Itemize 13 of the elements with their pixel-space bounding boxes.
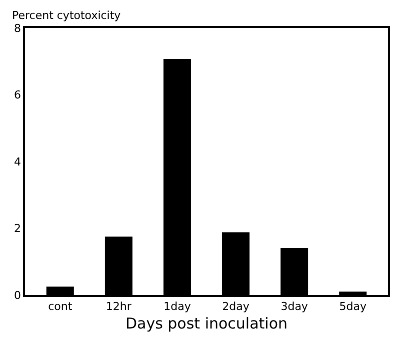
y-tick-label: 4	[14, 155, 22, 168]
x-tick-label: 2day	[222, 300, 250, 313]
x-axis-title: Days post inoculation	[125, 314, 288, 332]
x-tick-label: 3day	[280, 300, 308, 313]
x-tick-label: 1day	[164, 300, 192, 313]
x-tick-label: 12hr	[106, 300, 132, 313]
y-axis-title: Percent cytotoxicity	[12, 9, 122, 22]
y-tick-label: 8	[14, 22, 22, 35]
y-tick-label: 6	[14, 88, 22, 102]
y-tick-label: 2	[14, 222, 22, 236]
y-tick-label: 0	[14, 288, 22, 302]
x-tick-label: cont	[48, 300, 73, 313]
x-tick-label: 5day	[339, 300, 367, 313]
